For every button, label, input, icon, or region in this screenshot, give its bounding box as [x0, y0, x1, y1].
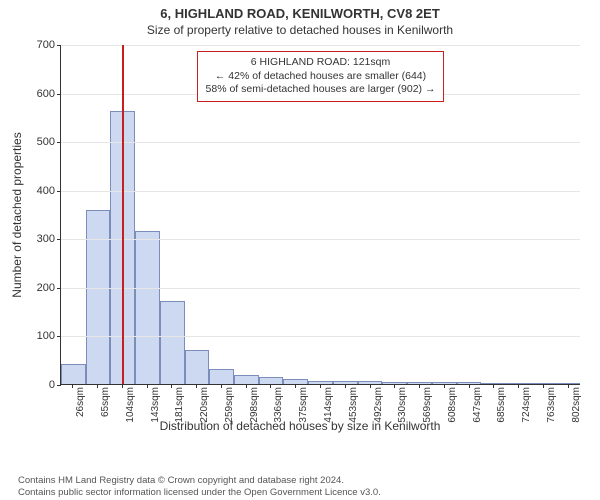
histogram-bar: [209, 369, 234, 384]
y-tick-mark: [57, 94, 61, 95]
x-tick-label: 336sqm: [273, 387, 284, 447]
x-tick-mark: [295, 384, 296, 388]
y-tick-label: 600: [15, 88, 55, 100]
y-tick-mark: [57, 191, 61, 192]
x-tick-mark: [568, 384, 569, 388]
chart-area: 6 HIGHLAND ROAD: 121sqm ← 42% of detache…: [60, 45, 580, 415]
x-tick-mark: [246, 384, 247, 388]
x-tick-mark: [543, 384, 544, 388]
y-tick-mark: [57, 239, 61, 240]
x-tick-mark: [97, 384, 98, 388]
x-tick-label: 530sqm: [397, 387, 408, 447]
histogram-bar: [185, 350, 210, 384]
x-tick-label: 259sqm: [224, 387, 235, 447]
annotation-line3: 58% of semi-detached houses are larger (…: [206, 83, 436, 97]
annotation-line2: ← 42% of detached houses are smaller (64…: [206, 70, 436, 84]
x-tick-label: 763sqm: [546, 387, 557, 447]
x-tick-label: 375sqm: [298, 387, 309, 447]
grid-line: [61, 288, 580, 289]
x-tick-mark: [444, 384, 445, 388]
x-tick-label: 104sqm: [125, 387, 136, 447]
chart-title-main: 6, HIGHLAND ROAD, KENILWORTH, CV8 2ET: [0, 6, 600, 21]
y-tick-label: 0: [15, 379, 55, 391]
footer-attribution: Contains HM Land Registry data © Crown c…: [18, 475, 600, 499]
x-tick-label: 220sqm: [199, 387, 210, 447]
grid-line: [61, 45, 580, 46]
y-tick-label: 700: [15, 39, 55, 51]
x-tick-mark: [171, 384, 172, 388]
histogram-bar: [61, 364, 86, 384]
x-ticks-container: 26sqm65sqm104sqm143sqm181sqm220sqm259sqm…: [60, 385, 580, 415]
x-tick-mark: [419, 384, 420, 388]
x-tick-mark: [394, 384, 395, 388]
x-tick-mark: [221, 384, 222, 388]
x-tick-label: 298sqm: [249, 387, 260, 447]
histogram-bar: [160, 301, 185, 384]
x-tick-mark: [345, 384, 346, 388]
x-tick-label: 569sqm: [422, 387, 433, 447]
footer-line2: Contains public sector information licen…: [18, 487, 600, 499]
histogram-bar: [234, 375, 259, 384]
grid-line: [61, 191, 580, 192]
x-tick-mark: [518, 384, 519, 388]
y-tick-mark: [57, 142, 61, 143]
x-tick-label: 414sqm: [323, 387, 334, 447]
x-tick-label: 647sqm: [472, 387, 483, 447]
y-tick-mark: [57, 336, 61, 337]
y-tick-mark: [57, 45, 61, 46]
x-tick-label: 802sqm: [571, 387, 582, 447]
plot-region: 6 HIGHLAND ROAD: 121sqm ← 42% of detache…: [60, 45, 580, 385]
histogram-bar: [86, 210, 111, 384]
annotation-box: 6 HIGHLAND ROAD: 121sqm ← 42% of detache…: [197, 51, 445, 102]
x-tick-mark: [270, 384, 271, 388]
grid-line: [61, 336, 580, 337]
grid-line: [61, 142, 580, 143]
annotation-line1: 6 HIGHLAND ROAD: 121sqm: [206, 56, 436, 70]
x-tick-mark: [196, 384, 197, 388]
x-tick-label: 724sqm: [521, 387, 532, 447]
x-tick-label: 608sqm: [447, 387, 458, 447]
x-tick-mark: [493, 384, 494, 388]
y-tick-label: 100: [15, 330, 55, 342]
histogram-bar: [259, 377, 284, 384]
x-tick-mark: [122, 384, 123, 388]
x-tick-mark: [147, 384, 148, 388]
x-tick-mark: [469, 384, 470, 388]
x-tick-mark: [320, 384, 321, 388]
x-tick-label: 181sqm: [174, 387, 185, 447]
x-tick-mark: [370, 384, 371, 388]
histogram-bar: [135, 231, 160, 384]
x-tick-label: 492sqm: [373, 387, 384, 447]
chart-title-sub: Size of property relative to detached ho…: [0, 23, 600, 37]
x-tick-label: 685sqm: [496, 387, 507, 447]
x-tick-label: 143sqm: [150, 387, 161, 447]
y-axis-title: Number of detached properties: [10, 132, 24, 297]
grid-line: [61, 239, 580, 240]
footer-line1: Contains HM Land Registry data © Crown c…: [18, 475, 600, 487]
marker-line: [122, 45, 124, 384]
x-tick-label: 26sqm: [75, 387, 86, 447]
x-tick-mark: [72, 384, 73, 388]
y-tick-mark: [57, 288, 61, 289]
x-tick-label: 65sqm: [100, 387, 111, 447]
x-tick-label: 453sqm: [348, 387, 359, 447]
